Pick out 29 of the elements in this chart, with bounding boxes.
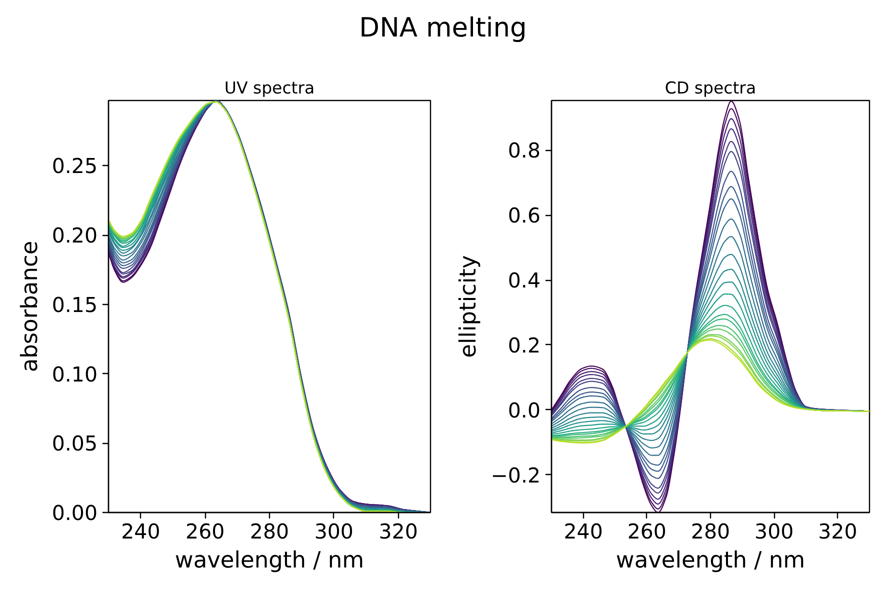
x-tick-label: 280 bbox=[690, 520, 730, 544]
x-tick-label: 320 bbox=[378, 520, 418, 544]
x-tick-label: 240 bbox=[121, 520, 160, 544]
x-axis-title: wavelength / nm bbox=[616, 548, 806, 574]
y-tick-label: 0.2 bbox=[508, 333, 541, 358]
x-tick-label: 300 bbox=[314, 520, 354, 544]
y-tick-label: 0.4 bbox=[508, 268, 541, 293]
y-tick-label: 0.05 bbox=[52, 432, 98, 456]
y-axis-title: ellipticity bbox=[456, 255, 482, 358]
y-tick-label: 0.20 bbox=[52, 224, 98, 248]
y-tick-label: 0.8 bbox=[508, 138, 541, 163]
x-tick-label: 260 bbox=[627, 520, 666, 544]
y-tick-label: 0.10 bbox=[52, 362, 98, 386]
y-tick-label: 0.00 bbox=[52, 501, 98, 525]
x-axis-title: wavelength / nm bbox=[174, 548, 364, 574]
chart-subtitle: CD spectra bbox=[664, 78, 756, 98]
x-tick-label: 300 bbox=[754, 520, 794, 544]
x-tick-label: 320 bbox=[818, 520, 858, 544]
y-tick-label: −0.2 bbox=[490, 463, 541, 488]
x-tick-label: 280 bbox=[250, 520, 290, 544]
y-tick-label: 0.15 bbox=[52, 292, 98, 317]
x-tick-label: 260 bbox=[186, 520, 225, 544]
y-axis-title: absorbance bbox=[16, 240, 43, 372]
chart-title: DNA melting bbox=[359, 12, 527, 44]
y-tick-label: 0.6 bbox=[508, 204, 541, 228]
chart-subtitle: UV spectra bbox=[224, 78, 315, 98]
y-tick-label: 0.0 bbox=[508, 398, 541, 422]
y-tick-label: 0.25 bbox=[52, 154, 98, 178]
x-tick-label: 240 bbox=[564, 520, 603, 544]
